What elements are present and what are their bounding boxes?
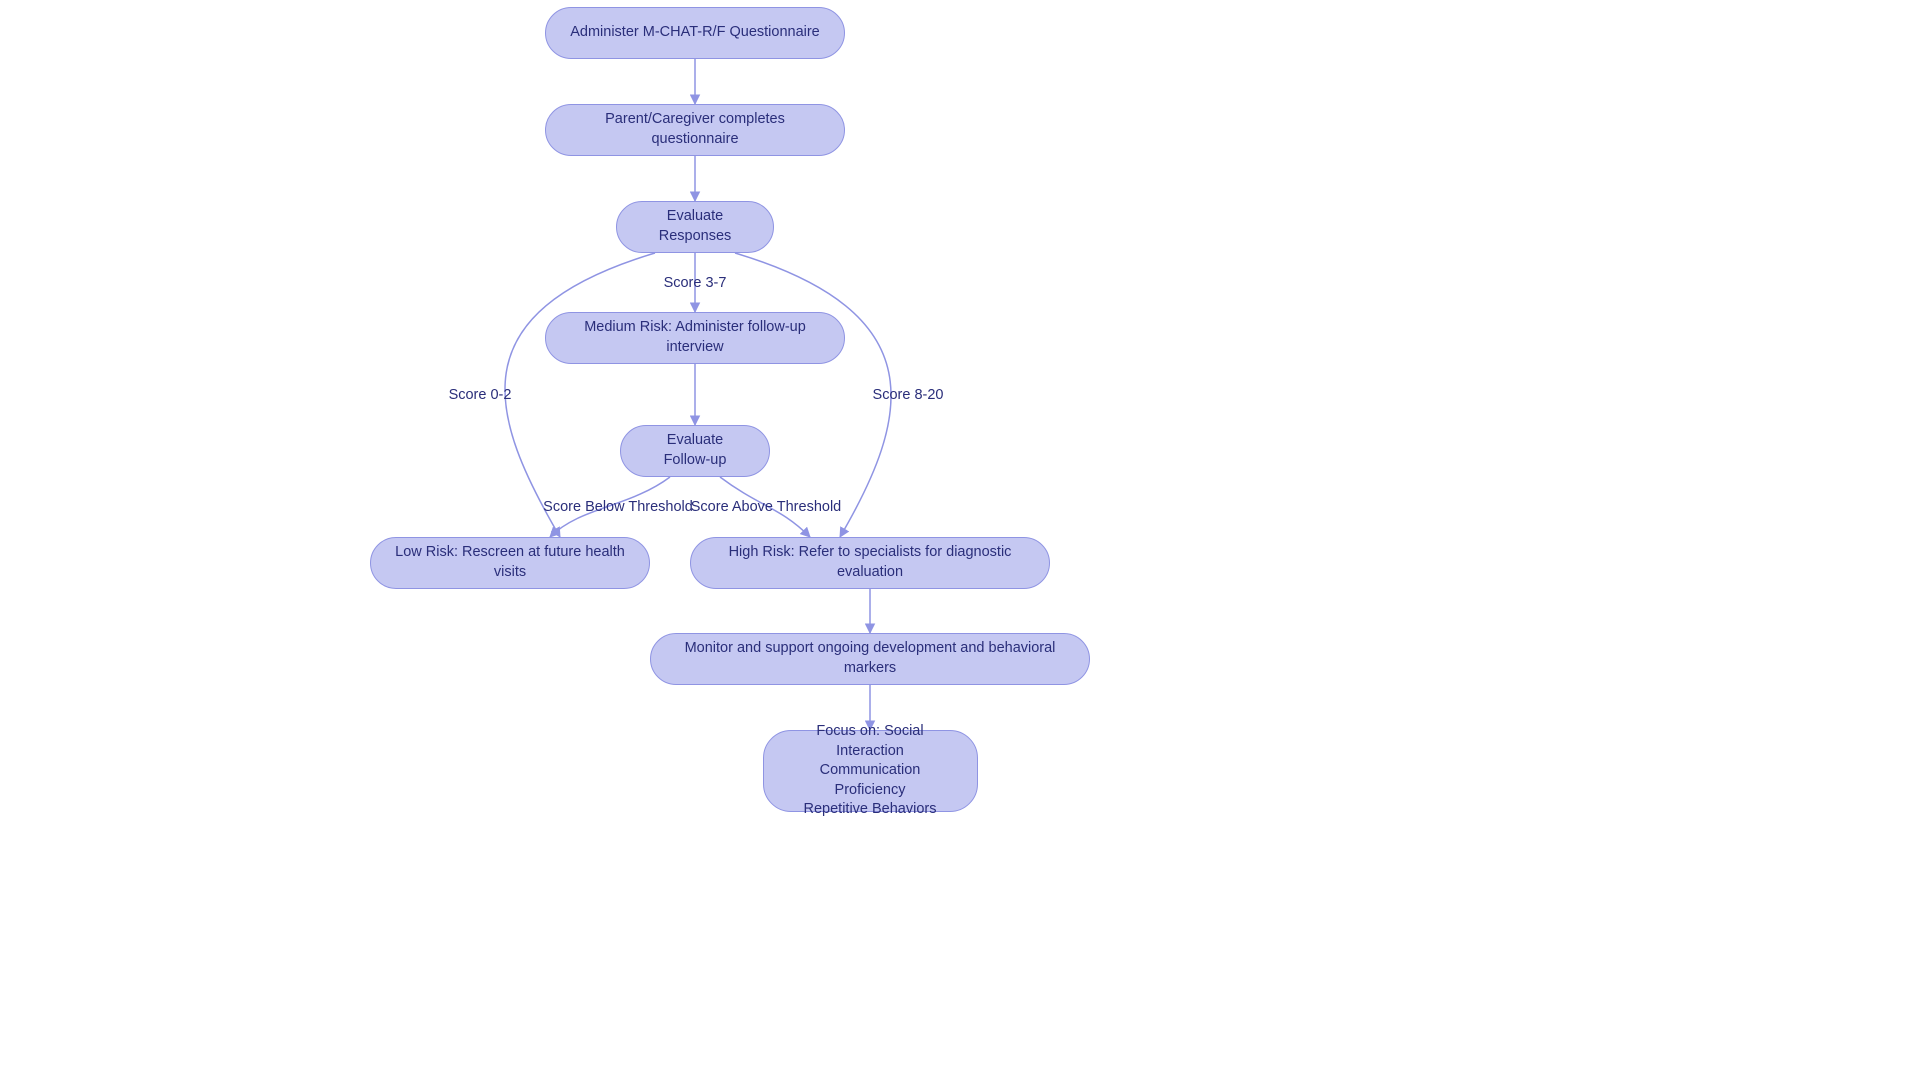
edge-label: Score 0-2 (449, 387, 512, 403)
node-label: Focus on: Social Interaction Communicati… (786, 722, 955, 820)
node-label: Low Risk: Rescreen at future health visi… (393, 543, 627, 582)
flow-node-n4: Medium Risk: Administer follow-up interv… (545, 312, 845, 364)
flow-node-n8: Monitor and support ongoing development … (650, 633, 1090, 685)
flowchart-canvas: Administer M-CHAT-R/F Questionnaire Paren… (0, 0, 1920, 1080)
edge-label: Score 3-7 (664, 275, 727, 291)
flow-node-n1: Administer M-CHAT-R/F Questionnaire (545, 7, 845, 59)
flow-node-n5: Evaluate Follow-up (620, 425, 770, 477)
flow-node-n9: Focus on: Social Interaction Communicati… (763, 730, 978, 812)
node-label: Medium Risk: Administer follow-up interv… (568, 318, 822, 357)
flow-node-n2: Parent/Caregiver completes questionnaire (545, 104, 845, 156)
edge-label: Score Above Threshold (691, 499, 841, 515)
node-label: Parent/Caregiver completes questionnaire (568, 110, 822, 149)
edge-label: Score 8-20 (873, 387, 944, 403)
node-label: Evaluate Responses (639, 207, 751, 246)
flow-node-n6: Low Risk: Rescreen at future health visi… (370, 537, 650, 589)
flow-node-n7: High Risk: Refer to specialists for diag… (690, 537, 1050, 589)
edge-n3-n6 (505, 253, 655, 537)
edge-label: Score Below Threshold (543, 499, 693, 515)
node-label: Administer M-CHAT-R/F Questionnaire (570, 23, 820, 43)
flow-node-n3: Evaluate Responses (616, 201, 774, 253)
node-label: High Risk: Refer to specialists for diag… (713, 543, 1027, 582)
node-label: Evaluate Follow-up (643, 431, 747, 470)
edge-n3-n7 (735, 253, 891, 537)
node-label: Monitor and support ongoing development … (673, 639, 1067, 678)
